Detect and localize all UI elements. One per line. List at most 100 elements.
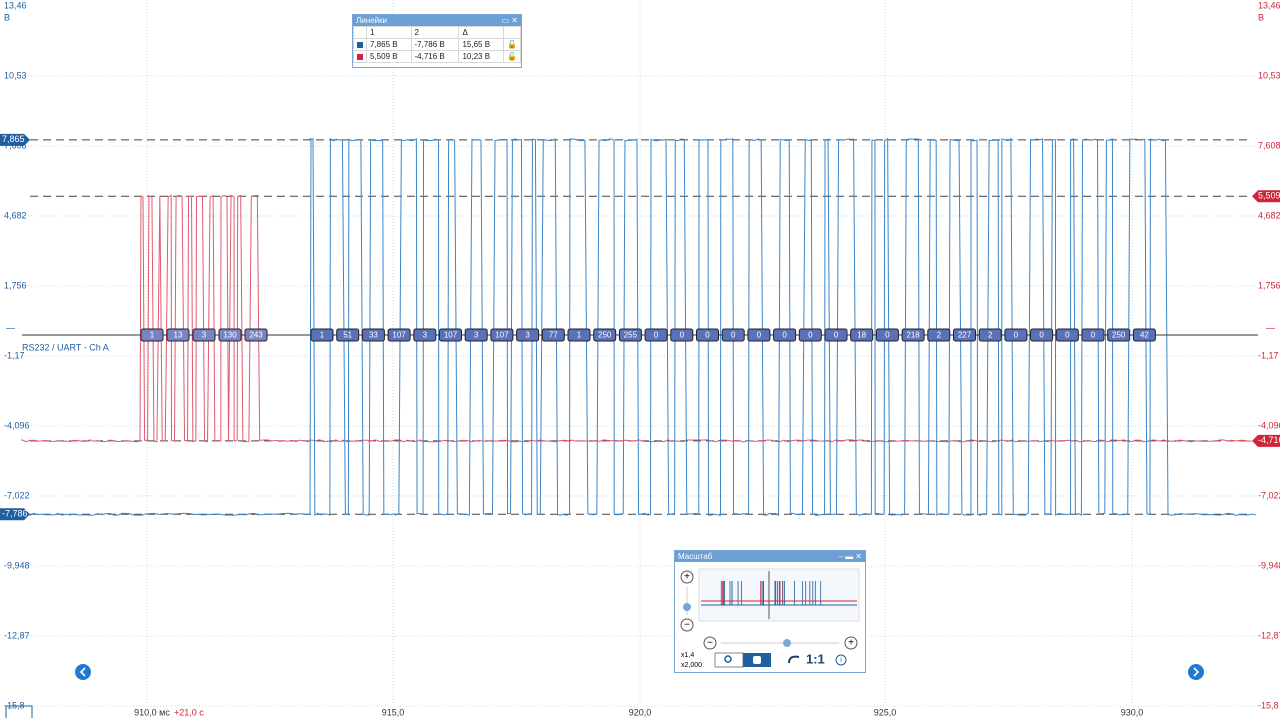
decoder-packet	[978, 328, 1002, 342]
right-tick-label: -4,096	[1258, 420, 1280, 430]
decoder-value: 243	[249, 331, 263, 340]
left-tick-label: 4,682	[4, 210, 27, 220]
scroll-left-icon	[79, 667, 86, 677]
decoder-value: 0	[680, 331, 685, 340]
zoom-out-h[interactable]	[703, 636, 717, 650]
zoom-tool[interactable]	[714, 652, 744, 668]
color-cell	[353, 50, 367, 63]
header-cell: 1	[366, 26, 412, 39]
scroll-right-button[interactable]	[1188, 664, 1204, 680]
decoder-value: 218	[906, 331, 920, 340]
zoom-y: x2,000	[681, 662, 702, 669]
color-cell	[353, 38, 367, 51]
decoder-packet	[387, 328, 411, 342]
zoom-x: x1,4	[681, 652, 694, 659]
decoder-value: 0	[705, 331, 710, 340]
decoder-packet	[140, 328, 164, 342]
x-tick-label: 920,0	[629, 707, 652, 717]
slider-h-knob[interactable]	[783, 639, 791, 647]
right-tick-label: -1,17	[1258, 350, 1279, 360]
decoder-value: 0	[885, 331, 890, 340]
decoder-packet	[244, 328, 268, 342]
reset-zoom[interactable]: 1:1	[806, 651, 825, 666]
decoder-packet	[927, 328, 951, 342]
decoder-packet	[1030, 328, 1054, 342]
zoom-out-v[interactable]	[680, 618, 694, 632]
undo-icon[interactable]	[788, 655, 800, 664]
decoder-value: 107	[495, 331, 509, 340]
decoder-packet	[721, 328, 745, 342]
left-tick-label: -9,948	[4, 560, 30, 570]
cell: 15,65 В	[458, 38, 505, 51]
decoder-packet	[464, 328, 488, 342]
decoder-packet	[850, 328, 874, 342]
rulers-title-bar: Линейки ▭ ✕	[353, 15, 521, 26]
info-button[interactable]	[835, 654, 847, 666]
panel-buttons[interactable]: ▭ ✕	[501, 16, 518, 25]
lock[interactable]: 🔓	[503, 38, 521, 51]
decoder-packet	[696, 328, 719, 342]
left-tick-label: -4,096	[4, 420, 30, 430]
slider-v-knob[interactable]	[683, 603, 691, 611]
decoder-value: 3	[525, 331, 530, 340]
zoom-title: Масштаб	[678, 552, 713, 561]
panel-buttons[interactable]: – ▬ ✕	[838, 552, 862, 561]
decoder-packet	[490, 328, 514, 342]
decoder-value: 250	[598, 331, 612, 340]
cell	[353, 26, 367, 39]
decoder-value: 51	[343, 331, 352, 340]
ruler-value: -7,786	[2, 509, 28, 519]
right-tick-label: -15,8	[1258, 700, 1279, 710]
rulers-title: Линейки	[356, 16, 388, 25]
decoder-value: 0	[731, 331, 736, 340]
scroll-right-icon	[1193, 667, 1200, 677]
grid	[22, 0, 1258, 707]
decoder-packet	[541, 328, 565, 342]
right-tick-label: -12,87	[1258, 630, 1280, 640]
decoder-packet	[670, 328, 694, 342]
header-cell: Δ	[458, 26, 505, 39]
decoder-value: 33	[369, 331, 378, 340]
right-tick-label: 10,53	[1258, 70, 1280, 80]
cell: 5,509 В	[366, 50, 412, 63]
decoder-packet	[1055, 328, 1079, 342]
decoder-value: 2	[937, 331, 942, 340]
decoder-value: 1	[150, 331, 155, 340]
decoder-packet	[1081, 328, 1105, 342]
decoder-packet	[1004, 328, 1028, 342]
right-tick-label: 1,756	[1258, 280, 1280, 290]
decoder-packet	[567, 328, 591, 342]
lock[interactable]: 🔓	[503, 50, 521, 63]
decoder-packet	[336, 328, 360, 342]
left-unit: В	[4, 12, 10, 22]
decoder-value: 0	[654, 331, 659, 340]
waveform	[21, 194, 1252, 443]
decoder-packet	[1107, 328, 1131, 342]
decoder-packet	[192, 328, 216, 342]
decoder-packet	[798, 328, 822, 342]
left-tick-label: -7,022	[4, 490, 30, 500]
zoom-in-v[interactable]	[680, 570, 694, 584]
zoom-in-h[interactable]	[844, 636, 858, 650]
decoder-value: 0	[782, 331, 787, 340]
decoder-value: 0	[1065, 331, 1070, 340]
scroll-left-button[interactable]	[75, 664, 91, 680]
cell: -4,716 В	[410, 50, 460, 63]
decoder-value: 0	[808, 331, 813, 340]
decoder-value: 227	[958, 331, 972, 340]
x-tick-label: 915,0	[382, 707, 405, 717]
decoder-value: 0	[834, 331, 839, 340]
decoder-value: 130	[223, 331, 237, 340]
left-tick-label: -12,87	[4, 630, 30, 640]
right-tick-label: -9,948	[1258, 560, 1280, 570]
decoder-value: 42	[1140, 331, 1149, 340]
decoder-packet	[413, 328, 437, 342]
decoder-value: 255	[624, 331, 638, 340]
right-top-label: 13,46	[1258, 0, 1280, 10]
decoder-packet	[310, 328, 334, 342]
info-i: i	[840, 657, 842, 664]
decoder-value: 0	[1039, 331, 1044, 340]
